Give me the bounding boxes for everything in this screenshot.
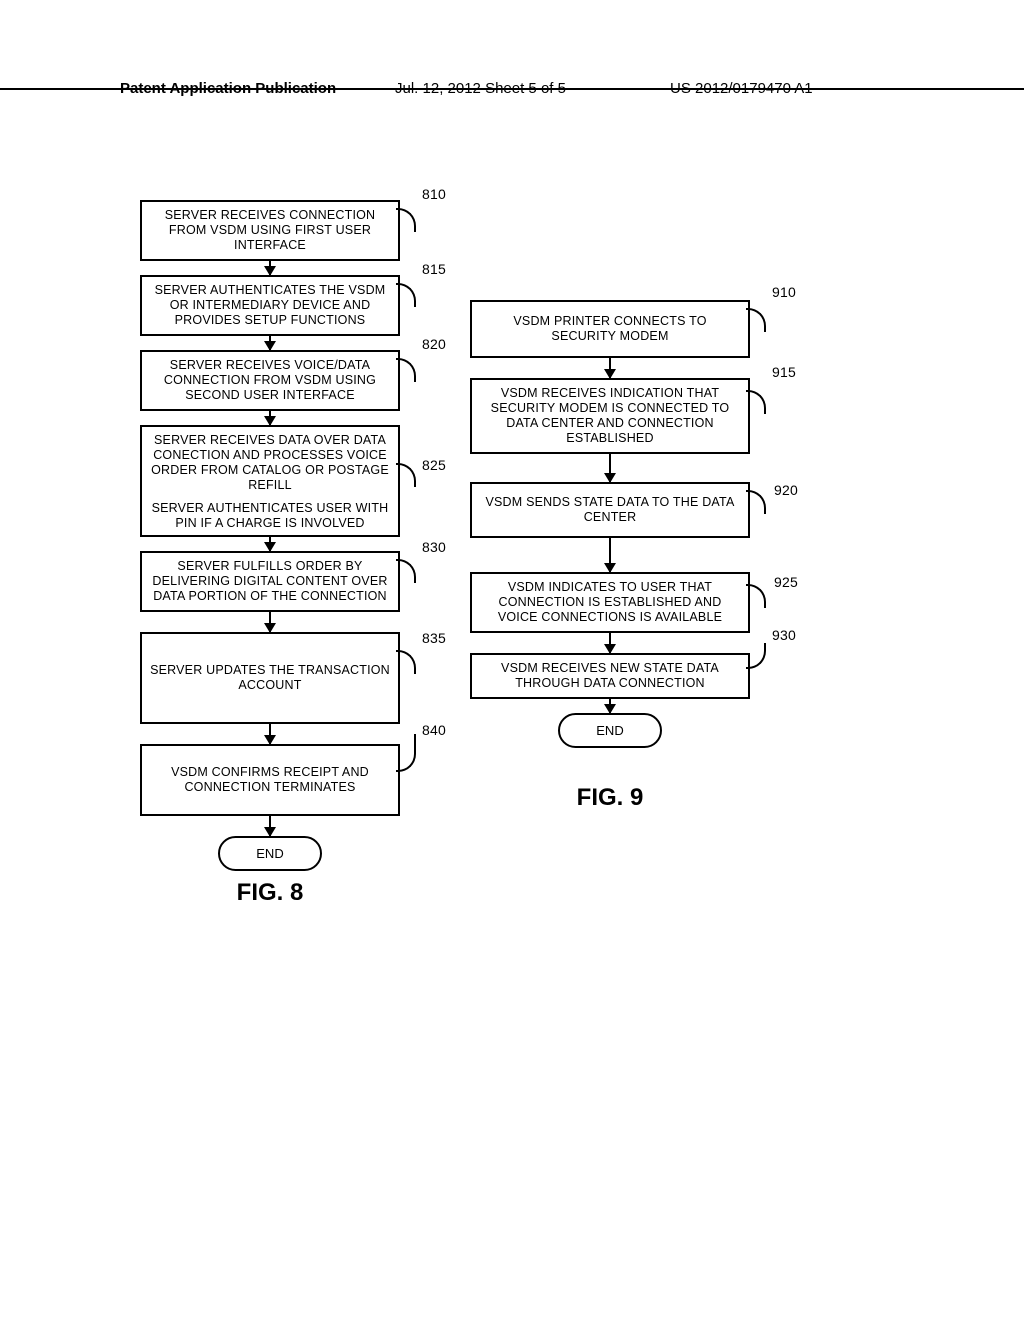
box-810: SERVER RECEIVES CONNECTION FROM VSDM USI… [140, 200, 400, 261]
box-label: 910 [772, 284, 796, 301]
leader-line [746, 643, 766, 669]
arrow-icon [269, 261, 271, 275]
box-text: VSDM PRINTER CONNECTS TO SECURITY MODEM [480, 314, 740, 344]
box-label: 820 [422, 336, 446, 353]
box-text2: SERVER AUTHENTICATES USER WITH PIN IF A … [150, 501, 390, 531]
box-label: 925 [774, 574, 798, 591]
arrow-icon [269, 411, 271, 425]
box-915: VSDM RECEIVES INDICATION THAT SECURITY M… [470, 378, 750, 454]
page: Patent Application Publication Jul. 12, … [0, 0, 1024, 1320]
arrow-icon [609, 358, 611, 378]
arrow-icon [609, 699, 611, 713]
box-text: SERVER RECEIVES DATA OVER DATA CONECTION… [150, 433, 390, 493]
leader-line [746, 584, 766, 608]
box-920: VSDM SENDS STATE DATA TO THE DATA CENTER… [470, 482, 750, 538]
arrow-icon [269, 336, 271, 350]
box-text: SERVER RECEIVES VOICE/DATA CONNECTION FR… [164, 358, 376, 402]
arrow-icon [609, 538, 611, 572]
flowchart-fig8: SERVER RECEIVES CONNECTION FROM VSDM USI… [140, 200, 400, 907]
leader-line [396, 650, 416, 674]
box-text: SERVER RECEIVES CONNECTION FROM VSDM USI… [165, 208, 376, 252]
box-930: VSDM RECEIVES NEW STATE DATA THROUGH DAT… [470, 653, 750, 699]
box-text: VSDM RECEIVES INDICATION THAT SECURITY M… [491, 386, 730, 445]
box-label: 930 [772, 627, 796, 644]
leader-line [396, 358, 416, 382]
end-cap: END [558, 713, 662, 748]
box-label: 825 [422, 457, 446, 474]
leader-line [396, 208, 416, 232]
box-830: SERVER FULFILLS ORDER BY DELIVERING DIGI… [140, 551, 400, 612]
box-text: SERVER AUTHENTICATES THE VSDM OR INTERME… [155, 283, 386, 327]
box-text: SERVER UPDATES THE TRANSACTION ACCOUNT [150, 663, 390, 693]
arrow-icon [609, 454, 611, 482]
box-835: SERVER UPDATES THE TRANSACTION ACCOUNT 8… [140, 632, 400, 724]
flowchart-fig9: VSDM PRINTER CONNECTS TO SECURITY MODEM … [470, 300, 750, 812]
page-header: Patent Application Publication Jul. 12, … [0, 82, 1024, 90]
box-label: 920 [774, 482, 798, 499]
box-825: SERVER RECEIVES DATA OVER DATA CONECTION… [140, 425, 400, 537]
header-center: Jul. 12, 2012 Sheet 5 of 5 [395, 80, 566, 97]
header-left: Patent Application Publication [120, 80, 336, 97]
box-label: 915 [772, 364, 796, 381]
box-label: 830 [422, 539, 446, 556]
box-label: 835 [422, 630, 446, 647]
figure-caption: FIG. 9 [470, 784, 750, 812]
box-label: 815 [422, 261, 446, 278]
leader-line [396, 734, 416, 772]
box-840: VSDM CONFIRMS RECEIPT AND CONNECTION TER… [140, 744, 400, 816]
leader-line [396, 283, 416, 307]
arrow-icon [269, 724, 271, 744]
box-text: VSDM CONFIRMS RECEIPT AND CONNECTION TER… [150, 765, 390, 795]
box-text: VSDM RECEIVES NEW STATE DATA THROUGH DAT… [501, 661, 719, 690]
box-820: SERVER RECEIVES VOICE/DATA CONNECTION FR… [140, 350, 400, 411]
box-925: VSDM INDICATES TO USER THAT CONNECTION I… [470, 572, 750, 633]
arrow-icon [609, 633, 611, 653]
leader-line [746, 490, 766, 514]
end-cap: END [218, 836, 322, 871]
figure-caption: FIG. 8 [140, 879, 400, 907]
box-text: VSDM INDICATES TO USER THAT CONNECTION I… [498, 580, 722, 624]
box-label: 810 [422, 186, 446, 203]
box-label: 840 [422, 722, 446, 739]
leader-line [396, 463, 416, 487]
leader-line [746, 308, 766, 332]
arrow-icon [269, 612, 271, 632]
box-text: SERVER FULFILLS ORDER BY DELIVERING DIGI… [152, 559, 387, 603]
leader-line [746, 390, 766, 414]
box-815: SERVER AUTHENTICATES THE VSDM OR INTERME… [140, 275, 400, 336]
arrow-icon [269, 816, 271, 836]
box-text: VSDM SENDS STATE DATA TO THE DATA CENTER [480, 495, 740, 525]
box-910: VSDM PRINTER CONNECTS TO SECURITY MODEM … [470, 300, 750, 358]
header-right: US 2012/0179470 A1 [670, 80, 813, 97]
leader-line [396, 559, 416, 583]
arrow-icon [269, 537, 271, 551]
